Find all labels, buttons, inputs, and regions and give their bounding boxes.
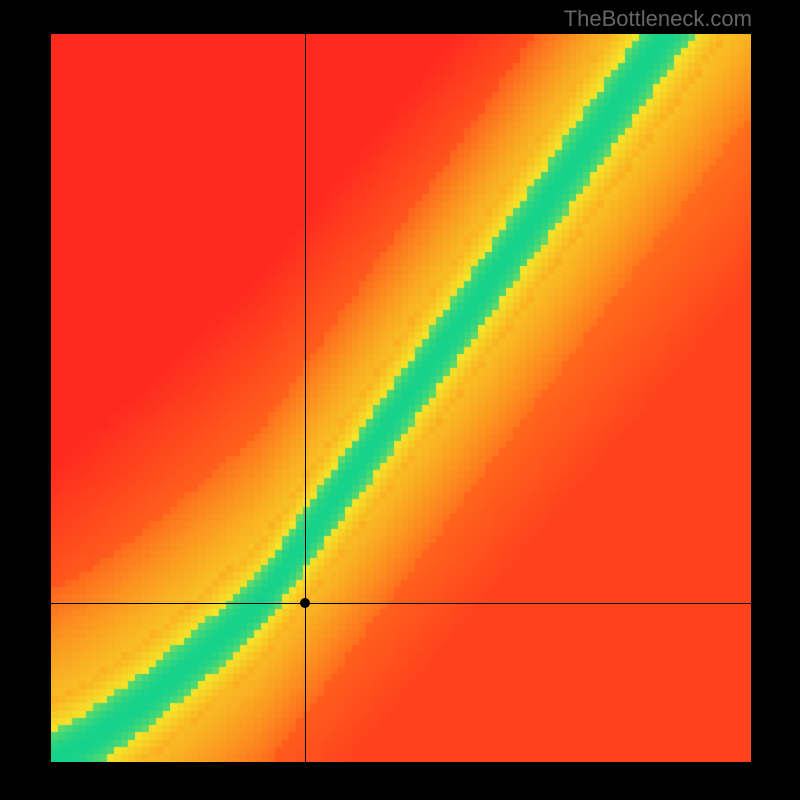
heatmap-canvas xyxy=(51,34,751,762)
crosshair-marker xyxy=(300,598,310,608)
watermark-text: TheBottleneck.com xyxy=(564,6,752,32)
crosshair-vertical xyxy=(305,34,306,762)
chart-container: TheBottleneck.com xyxy=(0,0,800,800)
crosshair-horizontal xyxy=(51,603,751,604)
